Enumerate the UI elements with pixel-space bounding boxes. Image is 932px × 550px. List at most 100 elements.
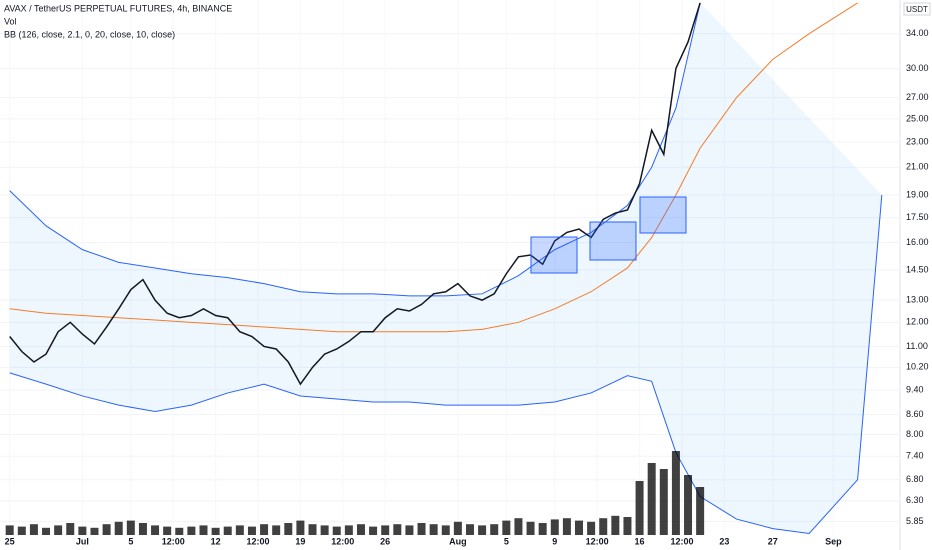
band-fill bbox=[9, 2, 882, 534]
volume-bar bbox=[5, 525, 14, 535]
y-tick-label: 8.60 bbox=[906, 409, 924, 419]
x-tick-label: 25 bbox=[5, 536, 15, 546]
y-tick-label: 14.50 bbox=[906, 264, 929, 274]
volume-bar bbox=[296, 520, 305, 535]
volume-bar bbox=[381, 525, 390, 535]
volume-bar bbox=[490, 524, 499, 535]
x-tick-label: 19 bbox=[295, 536, 305, 546]
volume-bar bbox=[29, 524, 38, 535]
currency-label: USDT bbox=[906, 5, 928, 14]
volume-bar bbox=[417, 523, 426, 535]
volume-bar bbox=[502, 520, 511, 535]
volume-bar bbox=[623, 517, 632, 535]
x-tick-label: Jul bbox=[76, 536, 89, 546]
volume-bar bbox=[514, 518, 523, 535]
y-tick-label: 34.00 bbox=[906, 28, 929, 38]
x-tick-label: 12 bbox=[211, 536, 221, 546]
volume-bar bbox=[550, 519, 559, 535]
volume-bar bbox=[272, 525, 281, 535]
volume-label: Vol bbox=[4, 16, 17, 26]
x-tick-label: Sep bbox=[825, 536, 842, 546]
volume-bar bbox=[187, 526, 196, 535]
volume-bar bbox=[175, 527, 184, 535]
volume-bar bbox=[441, 525, 450, 535]
volume-bar bbox=[163, 526, 172, 535]
volume-bar bbox=[538, 523, 547, 535]
y-tick-label: 13.00 bbox=[906, 295, 929, 305]
volume-bar bbox=[369, 526, 378, 535]
volume-bar bbox=[223, 526, 232, 535]
volume-bar bbox=[575, 520, 584, 535]
volume-bar bbox=[659, 469, 668, 535]
price-line bbox=[9, 2, 701, 386]
volume-bar bbox=[260, 524, 269, 535]
indicator-label: BB (126, close, 2.1, 0, 20, close, 10, c… bbox=[4, 29, 175, 39]
volume-bar bbox=[211, 527, 220, 535]
volume-bar bbox=[235, 525, 244, 535]
volume-bar bbox=[478, 525, 487, 535]
volume-bar bbox=[308, 524, 317, 535]
annotation-box bbox=[589, 221, 637, 261]
x-tick-label: Aug bbox=[449, 536, 467, 546]
volume-bar bbox=[611, 515, 620, 535]
volume-bar bbox=[429, 524, 438, 535]
x-tick-label: 12:00 bbox=[670, 536, 693, 546]
x-tick-label: 5 bbox=[504, 536, 509, 546]
volume-bar bbox=[587, 521, 596, 535]
y-tick-label: 17.50 bbox=[906, 212, 929, 222]
volume-bar bbox=[647, 463, 656, 535]
y-tick-label: 8.00 bbox=[906, 429, 924, 439]
volume-bar bbox=[332, 526, 341, 535]
y-tick-label: 27.00 bbox=[906, 92, 929, 102]
currency-box bbox=[903, 2, 931, 16]
x-tick-label: 12:00 bbox=[246, 536, 269, 546]
volume-bar bbox=[562, 518, 571, 535]
x-tick-label: 9 bbox=[552, 536, 557, 546]
volume-bar bbox=[114, 521, 123, 535]
volume-bar bbox=[684, 475, 693, 535]
y-tick-label: 23.00 bbox=[906, 136, 929, 146]
volume-bar bbox=[199, 525, 208, 535]
y-tick-label: 30.00 bbox=[906, 63, 929, 73]
y-tick-label: 6.80 bbox=[906, 474, 924, 484]
band-line bbox=[9, 2, 858, 333]
x-tick-label: 12:00 bbox=[331, 536, 354, 546]
volume-bar bbox=[284, 523, 293, 535]
volume-bar bbox=[138, 523, 147, 535]
y-tick-label: 5.85 bbox=[906, 516, 924, 526]
y-tick-label: 10.20 bbox=[906, 362, 929, 372]
x-tick-label: 23 bbox=[719, 536, 729, 546]
volume-bar bbox=[453, 521, 462, 535]
y-tick-label: 9.40 bbox=[906, 384, 924, 394]
volume-bar bbox=[151, 525, 160, 535]
x-tick-label: 27 bbox=[768, 536, 778, 546]
y-tick-label: 19.00 bbox=[906, 189, 929, 199]
volume-bar bbox=[356, 524, 365, 535]
band-line bbox=[9, 194, 883, 535]
volume-bar bbox=[393, 524, 402, 535]
y-tick-label: 25.00 bbox=[906, 113, 929, 123]
volume-bar bbox=[42, 527, 51, 535]
volume-bar bbox=[17, 526, 26, 535]
volume-bar bbox=[78, 526, 87, 535]
volume-bar bbox=[696, 487, 705, 535]
x-tick-label: 12:00 bbox=[586, 536, 609, 546]
volume-bar bbox=[66, 523, 75, 535]
volume-bar bbox=[90, 527, 99, 535]
volume-bar bbox=[247, 526, 256, 535]
y-tick-label: 21.00 bbox=[906, 162, 929, 172]
y-tick-label: 6.30 bbox=[906, 495, 924, 505]
volume-bar bbox=[320, 525, 329, 535]
volume-bar bbox=[671, 451, 680, 535]
volume-bar bbox=[599, 518, 608, 535]
y-tick-label: 7.40 bbox=[906, 451, 924, 461]
volume-bar bbox=[102, 524, 111, 535]
y-tick-label: 16.00 bbox=[906, 237, 929, 247]
volume-bar bbox=[344, 525, 353, 535]
volume-bar bbox=[635, 481, 644, 535]
x-tick-label: 16 bbox=[635, 536, 645, 546]
annotation-box bbox=[530, 236, 578, 274]
